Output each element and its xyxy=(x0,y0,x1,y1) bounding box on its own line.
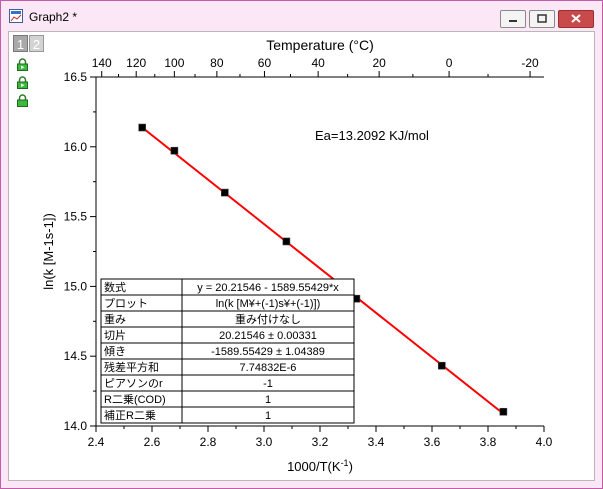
fit-table xyxy=(100,278,355,424)
maximize-button[interactable] xyxy=(529,10,555,28)
y-axis-label: ln(k [M-1s-1]) xyxy=(41,213,56,290)
fit-table-key: 補正R二乗 xyxy=(104,409,156,422)
data-point xyxy=(282,237,291,246)
layer-tab-2[interactable]: 2 xyxy=(29,35,44,52)
fit-table-value: 1 xyxy=(265,410,271,422)
fit-table-key: R二乗(COD) xyxy=(104,393,166,406)
graph-window-icon[interactable] xyxy=(9,9,23,23)
top-tick-label: 40 xyxy=(311,56,325,70)
y-tick-label: 14.5 xyxy=(64,349,88,363)
y-tick-label: 16.5 xyxy=(64,70,88,84)
lock-icon[interactable] xyxy=(16,58,29,71)
top-tick-label: 0 xyxy=(446,56,453,70)
top-tick-label: 100 xyxy=(164,56,184,70)
window-title: Graph2 * xyxy=(29,10,78,24)
y-tick-label: 14.0 xyxy=(64,419,88,433)
data-point xyxy=(499,407,508,416)
minimize-icon xyxy=(509,20,517,22)
data-point xyxy=(170,146,179,155)
fit-table-key: 切片 xyxy=(104,329,126,342)
x-tick-label: 2.6 xyxy=(144,435,161,449)
fit-table-value: ln(k [M¥+(-1)s¥+(-1)]) xyxy=(216,298,321,310)
fit-table-key: 傾き xyxy=(104,344,126,358)
maximize-icon xyxy=(537,14,547,23)
x-tick-label: 3.2 xyxy=(312,435,329,449)
lock-icon[interactable] xyxy=(16,94,29,107)
x-tick-label: 3.4 xyxy=(368,435,385,449)
top-tick-label: 20 xyxy=(372,56,386,70)
fit-table-value: y = 20.21546 - 1589.55429*x xyxy=(197,282,339,294)
data-point xyxy=(138,123,146,132)
fit-table-key: 数式 xyxy=(104,281,126,294)
y-tick-label: 16.0 xyxy=(64,140,88,154)
data-point xyxy=(221,188,229,197)
minimize-button[interactable] xyxy=(500,10,526,28)
fit-table-value: 7.74832E-6 xyxy=(240,362,297,374)
layer-tab-1[interactable]: 1 xyxy=(13,35,28,52)
ea-annotation: Ea=13.2092 KJ/mol xyxy=(315,128,429,143)
fit-table-key: プロット xyxy=(104,297,148,310)
close-icon xyxy=(571,14,581,23)
x-tick-label: 3.0 xyxy=(256,435,273,449)
top-tick-label: 60 xyxy=(258,56,272,70)
top-axis-label: Temperature (°C) xyxy=(266,37,374,53)
x-axis-label: 1000/T(K-1) xyxy=(287,458,353,474)
x-tick-label: 3.8 xyxy=(480,435,497,449)
top-tick-label: 80 xyxy=(210,56,224,70)
fit-table-value: 20.21546 ± 0.00331 xyxy=(219,330,317,342)
top-tick-label: 120 xyxy=(126,56,146,70)
x-tick-label: 2.8 xyxy=(200,435,217,449)
fit-table-value: -1589.55429 ± 1.04389 xyxy=(211,346,325,358)
x-tick-label: 2.4 xyxy=(88,435,105,449)
data-point xyxy=(437,361,446,370)
fit-table-value: 重み付けなし xyxy=(235,312,301,326)
top-tick-label: 140 xyxy=(92,56,112,70)
fit-table-key: 重み xyxy=(104,312,126,326)
fit-table-key: ピアソンのr xyxy=(104,377,163,390)
y-tick-label: 15.5 xyxy=(64,210,88,224)
top-tick-label: -20 xyxy=(521,56,539,70)
x-tick-label: 4.0 xyxy=(536,435,553,449)
fit-table-key: 残差平方和 xyxy=(104,360,159,374)
lock-icon[interactable] xyxy=(16,76,29,89)
title-bar[interactable]: Graph2 * xyxy=(1,1,602,31)
fit-table-value: -1 xyxy=(263,378,273,390)
fit-table-value: 1 xyxy=(265,394,271,406)
y-tick-label: 15.0 xyxy=(64,279,88,293)
x-tick-label: 3.6 xyxy=(424,435,441,449)
close-button[interactable] xyxy=(558,10,594,28)
